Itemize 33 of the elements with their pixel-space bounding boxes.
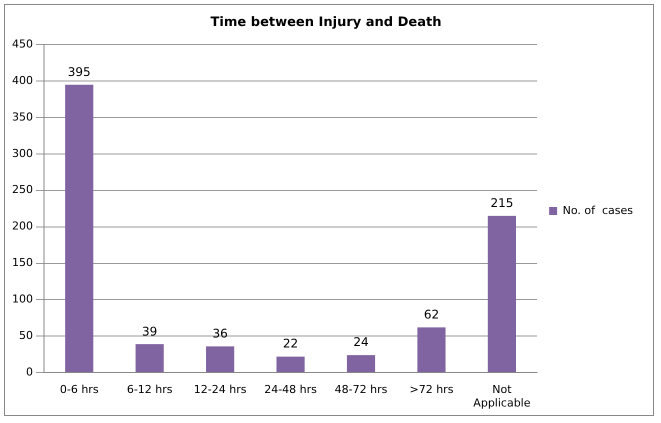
y-tick-label: 350 [12,110,33,124]
y-tick-label: 200 [12,220,33,233]
data-label: 62 [424,308,440,322]
data-label: 36 [212,326,228,340]
bar [488,216,516,372]
data-label: 215 [490,196,514,210]
x-tick-label: >72 hrs [409,383,454,396]
x-tick-label: 12-24 hrs [194,383,247,396]
y-tick-label: 400 [12,74,33,87]
y-tick-label: 0 [26,365,33,378]
x-tick-label: 24-48 hrs [264,383,318,396]
bar [346,355,376,372]
x-tick-label: 48-72 hrs [334,383,388,396]
bar [136,344,164,372]
y-tick-label: 150 [12,256,33,270]
y-tick-label: 50 [18,329,33,342]
bar [276,356,305,372]
chart-title: Time between Injury and Death [210,15,442,30]
x-tick-label: Not Applicable [473,383,531,410]
bar [206,346,234,372]
data-label: 395 [68,64,91,79]
data-label: 39 [142,324,158,338]
y-tick-label: 300 [12,146,33,160]
legend-label: No. of cases [562,204,634,217]
data-label: 22 [282,336,298,351]
y-tick-label: 450 [12,37,33,50]
bar [65,84,94,372]
y-tick-label: 250 [12,183,33,196]
bar [417,327,446,372]
x-tick-label: 0-6 hrs [60,383,99,396]
y-tick-label: 100 [12,292,33,306]
x-tick-label: 6-12 hrs [126,383,173,396]
data-label: 24 [353,335,369,350]
